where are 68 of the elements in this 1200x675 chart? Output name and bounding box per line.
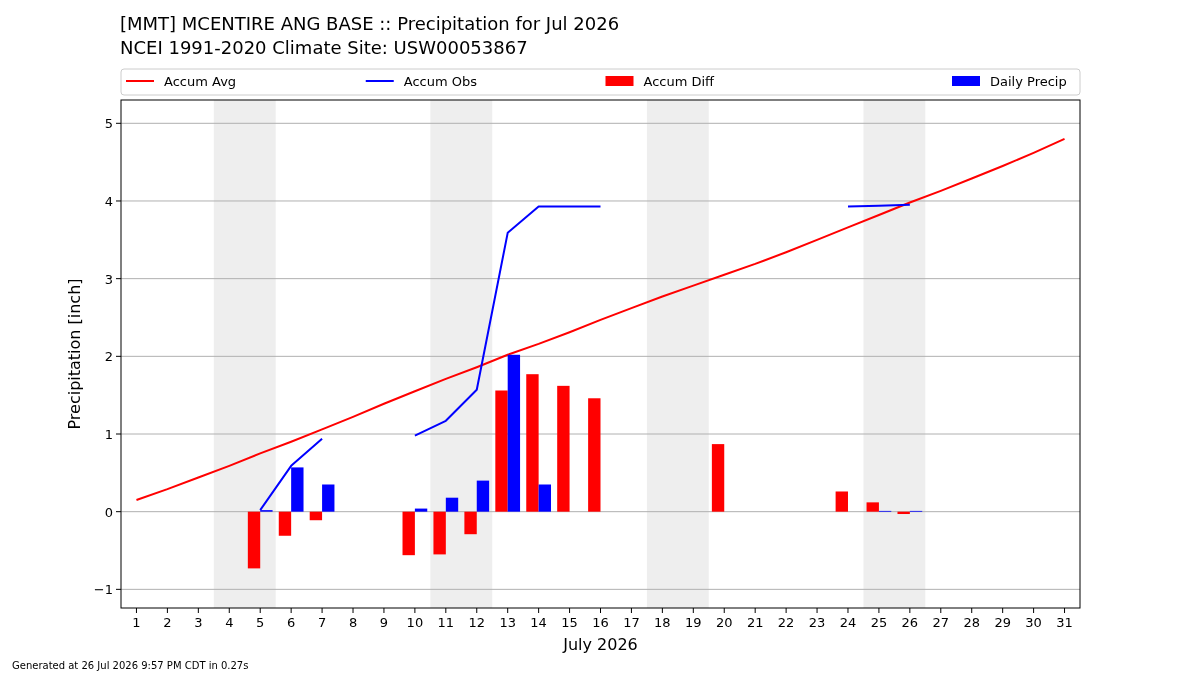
x-tick-label: 29 [994,615,1011,630]
bar [445,497,459,512]
x-tick-label: 17 [623,615,640,630]
legend-label: Accum Obs [403,74,478,89]
y-axis-title: Precipitation [inch] [65,278,84,430]
x-tick-label: 21 [746,615,764,630]
bar [538,484,551,512]
bar [588,398,601,512]
text: Generated at 26 Jul 2026 9:57 PM CDT in 0.27s [12,660,249,671]
y-tick-label: −1 [93,582,113,598]
x-tick-label: 5 [256,615,265,630]
x-tick-label: 2 [163,615,172,630]
y-tick-label: 4 [104,193,113,209]
bar [247,511,261,569]
bar [557,385,570,512]
bar [402,511,415,556]
x-tick-label: 12 [468,615,486,630]
bar [897,511,910,515]
bar [322,484,335,512]
bar [414,508,428,512]
bar [495,390,508,512]
bar [433,511,446,555]
x-tick-label: 9 [379,615,389,630]
bar [464,511,477,535]
chart-title: [MMT] MCENTIRE ANG BASE :: Precipitation for Jul 2026 [120,13,620,34]
x-tick-label: 24 [839,615,857,630]
bar [526,374,539,512]
x-tick-label: 20 [715,615,733,630]
x-tick-label: 8 [348,615,358,630]
bar [866,502,879,512]
x-tick-label: 10 [406,615,424,630]
x-tick-label: 3 [194,615,203,630]
x-tick-label: 26 [901,615,919,630]
y-tick-label: 2 [104,349,113,365]
x-tick-label: 30 [1025,615,1042,630]
x-tick-label: 16 [592,615,609,630]
x-tick-label: 11 [437,615,455,630]
x-tick-label: 18 [654,615,671,630]
legend-label: Accum Avg [164,74,237,89]
legend-label: Accum Diff [643,74,716,89]
bar [278,511,292,536]
bar [711,444,725,512]
bar [309,511,323,521]
x-tick-label: 6 [287,615,296,630]
x-tick-label: 27 [932,615,950,630]
x-tick-label: 23 [808,615,826,630]
x-tick-label: 19 [685,615,702,630]
bar [507,354,521,512]
x-tick-label: 22 [777,615,795,630]
x-tick-label: 28 [963,615,980,630]
x-tick-label: 14 [530,615,547,630]
y-tick-label: 0 [104,504,113,520]
bar [476,480,490,512]
y-tick-label: 1 [104,427,113,443]
y-tick-label: 3 [104,271,113,287]
line-series [135,137,1066,502]
chart-subtitle: NCEI 1991-2020 Climate Site: USW00053867 [120,37,528,58]
x-tick-label: 31 [1056,615,1073,630]
x-axis-title: July 2026 [562,635,638,654]
x-tick-label: 4 [225,615,234,630]
x-tick-label: 15 [561,615,578,630]
legend-label: Daily Precip [990,74,1067,89]
y-tick-label: 5 [104,116,113,132]
x-tick-label: 25 [870,615,888,630]
bar [835,491,848,512]
x-tick-label: 1 [132,615,141,630]
x-tick-label: 7 [317,615,327,630]
x-tick-label: 13 [499,615,516,630]
